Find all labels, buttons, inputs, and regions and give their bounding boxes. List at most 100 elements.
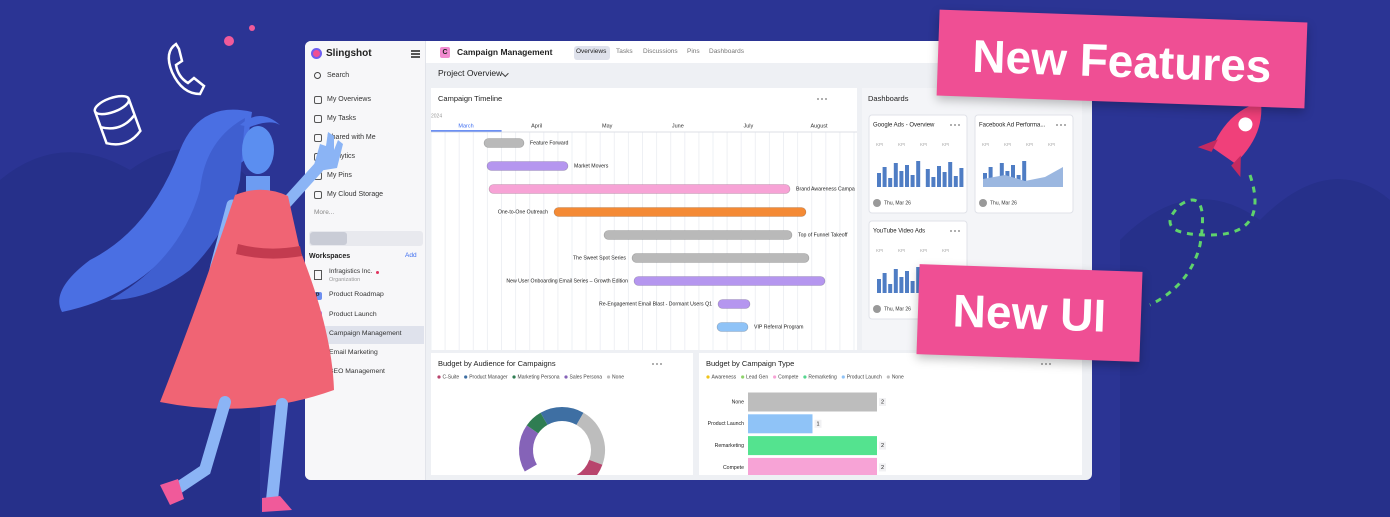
kpi-label: KPI	[920, 248, 927, 253]
thumb-area	[983, 167, 1063, 187]
workspaces-label: Workspaces	[309, 253, 351, 261]
page-title: Project Overview	[438, 68, 503, 79]
nav-item[interactable]: Analytics	[327, 153, 356, 161]
more-icon	[958, 230, 960, 232]
legend-swatch	[464, 375, 468, 379]
kpi-label: KPI	[1048, 142, 1055, 147]
tab[interactable]: Pins	[687, 48, 700, 56]
card-title: YouTube Video Ads	[873, 229, 925, 235]
audience-panel: Budget by Audience for Campaigns C-Suite P…	[431, 353, 693, 475]
banner-new-ui: New UI	[916, 264, 1143, 362]
value-label: 1	[816, 421, 819, 427]
thumb-bar	[899, 171, 904, 187]
gantt-bar	[603, 230, 793, 240]
legend-swatch	[741, 375, 745, 379]
month-label: May	[602, 123, 613, 129]
kpi-label: KPI	[942, 248, 949, 253]
gantt-bar	[633, 276, 826, 286]
banner-new-features: New Features	[936, 9, 1308, 109]
thumb-bar	[948, 162, 953, 187]
workspace-name[interactable]: Product Roadmap	[329, 291, 384, 299]
month-label: June	[672, 123, 684, 129]
thumb-bar	[953, 176, 958, 187]
category-label: None	[732, 399, 745, 405]
bar	[748, 414, 813, 434]
menu-icon[interactable]	[411, 50, 420, 52]
add-button[interactable]: Add	[405, 252, 417, 260]
nav-item[interactable]: Shared with Me	[327, 134, 376, 142]
legend-label: Compete	[778, 374, 799, 380]
value-label-box	[879, 398, 886, 406]
nav-item[interactable]: My Tasks	[327, 115, 357, 123]
view-switch-active	[310, 232, 347, 245]
workspace-name[interactable]: Campaign Management	[329, 329, 402, 337]
tab[interactable]: Discussions	[643, 48, 678, 56]
more-icon	[825, 98, 827, 100]
value-label-box	[879, 441, 886, 450]
more-icon	[1064, 124, 1066, 126]
workspace-letter: P	[315, 292, 320, 299]
value-label: 2	[881, 443, 884, 449]
nav-item[interactable]: My Overviews	[327, 96, 371, 104]
thumb-bar	[988, 167, 993, 187]
org-subtitle: Organization	[329, 276, 361, 283]
logo-icon	[311, 48, 322, 59]
more-icon	[1045, 363, 1047, 365]
value-label: 2	[881, 465, 884, 471]
nav-item[interactable]: My Cloud Storage	[327, 191, 384, 199]
legend-swatch	[773, 375, 777, 379]
more-link[interactable]: More...	[314, 209, 335, 217]
gantt-bar	[553, 207, 807, 217]
more-icon	[1056, 124, 1058, 126]
task-label: Brand Awareness Campa	[796, 186, 855, 192]
header-badge	[440, 47, 450, 58]
kpi-label: KPI	[898, 142, 905, 147]
kpi-label: KPI	[920, 142, 927, 147]
more-icon	[817, 98, 819, 100]
gantt-bar	[486, 161, 569, 171]
month-label: April	[531, 123, 542, 129]
legend-label: C-Suite	[443, 374, 460, 380]
thumb-bar	[1011, 165, 1015, 187]
org-name: Infragistics Inc.	[329, 268, 373, 276]
status-dot	[376, 271, 379, 274]
tab[interactable]: Tasks	[616, 48, 633, 56]
more-icon	[821, 98, 823, 100]
timeline-panel: Campaign Timeline 2024 March April May June Ju…	[431, 88, 857, 350]
gantt-bar	[488, 184, 791, 194]
value-label-box	[814, 419, 822, 428]
thumb-bar	[877, 173, 881, 187]
nav-item[interactable]: My Pins	[327, 172, 352, 180]
workspace-badge	[314, 292, 322, 300]
kpi-label: KPI	[1026, 142, 1033, 147]
legend-label: None	[612, 374, 624, 380]
card-date: Thu, Mar 26	[884, 200, 911, 206]
task-label: VIP Referral Program	[754, 324, 804, 330]
panel-title: Dashboards	[868, 94, 909, 103]
gantt-bar	[631, 253, 810, 263]
workspace-name[interactable]: Email Marketing	[329, 349, 378, 357]
logo-text: Slingshot	[326, 47, 372, 59]
more-icon	[656, 363, 658, 365]
donut-segment	[576, 412, 605, 465]
workspace-name[interactable]: Product Launch	[329, 310, 377, 318]
legend-swatch	[564, 375, 568, 379]
search[interactable]: Search	[327, 72, 350, 80]
legend-label: Awareness	[712, 374, 737, 380]
more-icon	[954, 124, 956, 126]
task-label: One-to-One Outreach	[498, 209, 548, 215]
donut-segment	[576, 459, 603, 475]
legend-swatch	[803, 375, 807, 379]
thumb-bar	[925, 169, 930, 187]
header-badge-letter: C	[442, 49, 448, 57]
bar	[748, 457, 877, 475]
tab[interactable]: Overviews	[576, 48, 607, 56]
workspace-name[interactable]: SEO Management	[329, 368, 385, 376]
legend-label: Lead Gen	[746, 374, 768, 380]
nav-icon	[314, 115, 322, 123]
task-label: Feature Forward	[530, 140, 568, 146]
year-label: 2024	[431, 113, 442, 119]
tab[interactable]: Dashboards	[709, 48, 745, 56]
